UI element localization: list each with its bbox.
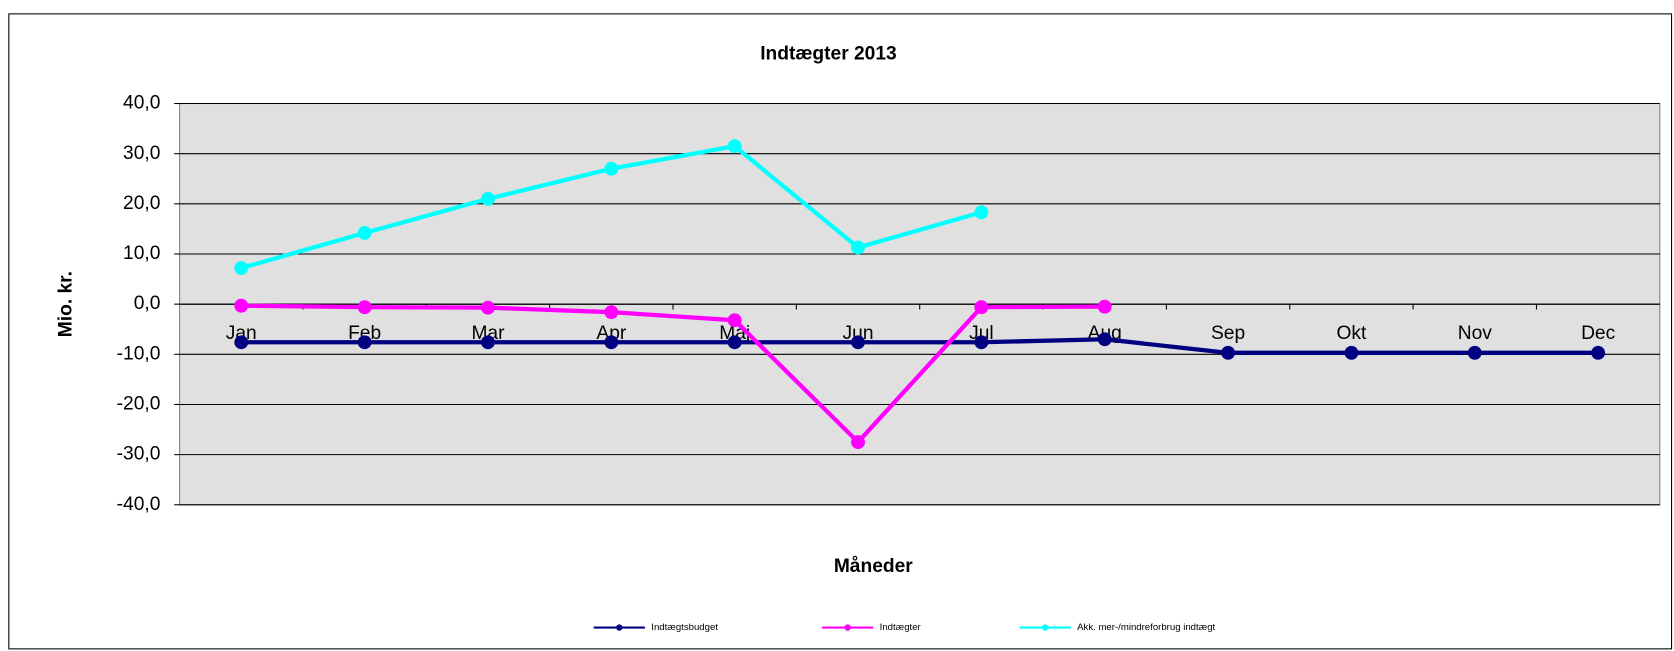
chart-title: Indtægter 2013 xyxy=(760,44,897,65)
x-tick-label: Dec xyxy=(1581,323,1616,344)
y-axis-label: Mio. kr. xyxy=(56,271,77,337)
data-point xyxy=(1097,299,1112,314)
data-point xyxy=(604,161,619,176)
data-point xyxy=(974,335,989,350)
x-tick-label: Apr xyxy=(596,323,626,344)
y-tick-label: -30,0 xyxy=(117,444,161,465)
data-point xyxy=(851,435,865,450)
x-tick-label: Nov xyxy=(1458,323,1493,344)
data-point xyxy=(851,335,865,350)
data-point xyxy=(1097,332,1112,347)
legend-marker xyxy=(616,624,623,631)
data-point xyxy=(234,298,249,313)
x-tick-label: Mar xyxy=(471,323,505,344)
y-tick-label: 10,0 xyxy=(123,243,160,264)
y-tick-label: 0,0 xyxy=(134,293,161,314)
y-tick-label: -40,0 xyxy=(117,494,161,515)
series-line xyxy=(241,303,1105,446)
y-tick-label: -20,0 xyxy=(117,394,161,415)
data-point xyxy=(1221,345,1236,360)
data-point xyxy=(234,261,249,275)
y-tick-label: 40,0 xyxy=(123,93,160,114)
series-line xyxy=(241,337,1599,355)
legend-marker xyxy=(1041,624,1049,631)
data-point xyxy=(357,335,372,350)
data-point xyxy=(604,305,619,320)
legend-label: Indtægtsbudget xyxy=(651,622,718,633)
legend-label: Akk. mer-/mindreforbrug indtægt xyxy=(1077,622,1215,633)
x-axis-label: Måneder xyxy=(834,556,913,577)
x-tick-label: Jan xyxy=(226,323,257,344)
x-tick-label: Feb xyxy=(348,323,381,344)
y-tick-label: 30,0 xyxy=(123,143,160,164)
x-tick-label: Sep xyxy=(1211,323,1245,344)
data-point xyxy=(727,335,742,350)
x-tick-label: Jun xyxy=(843,323,874,344)
data-point xyxy=(727,139,742,154)
data-point xyxy=(481,191,495,206)
data-point xyxy=(1344,345,1359,360)
y-tick-label: -10,0 xyxy=(117,343,161,364)
data-point xyxy=(851,240,865,255)
x-tick-label: Jul xyxy=(969,323,994,344)
legend-marker xyxy=(844,624,851,631)
data-point xyxy=(234,335,249,350)
data-point xyxy=(357,300,372,315)
legend-label: Indtægter xyxy=(880,622,922,633)
data-point xyxy=(1591,345,1606,360)
data-point xyxy=(357,225,372,240)
x-tick-label: Okt xyxy=(1337,323,1368,344)
data-point xyxy=(974,300,989,315)
data-point xyxy=(481,300,495,315)
data-point xyxy=(727,313,742,328)
data-point xyxy=(1467,345,1482,360)
data-point xyxy=(481,335,495,350)
data-point xyxy=(604,335,619,350)
data-point xyxy=(974,205,989,220)
y-tick-label: 20,0 xyxy=(123,193,160,214)
